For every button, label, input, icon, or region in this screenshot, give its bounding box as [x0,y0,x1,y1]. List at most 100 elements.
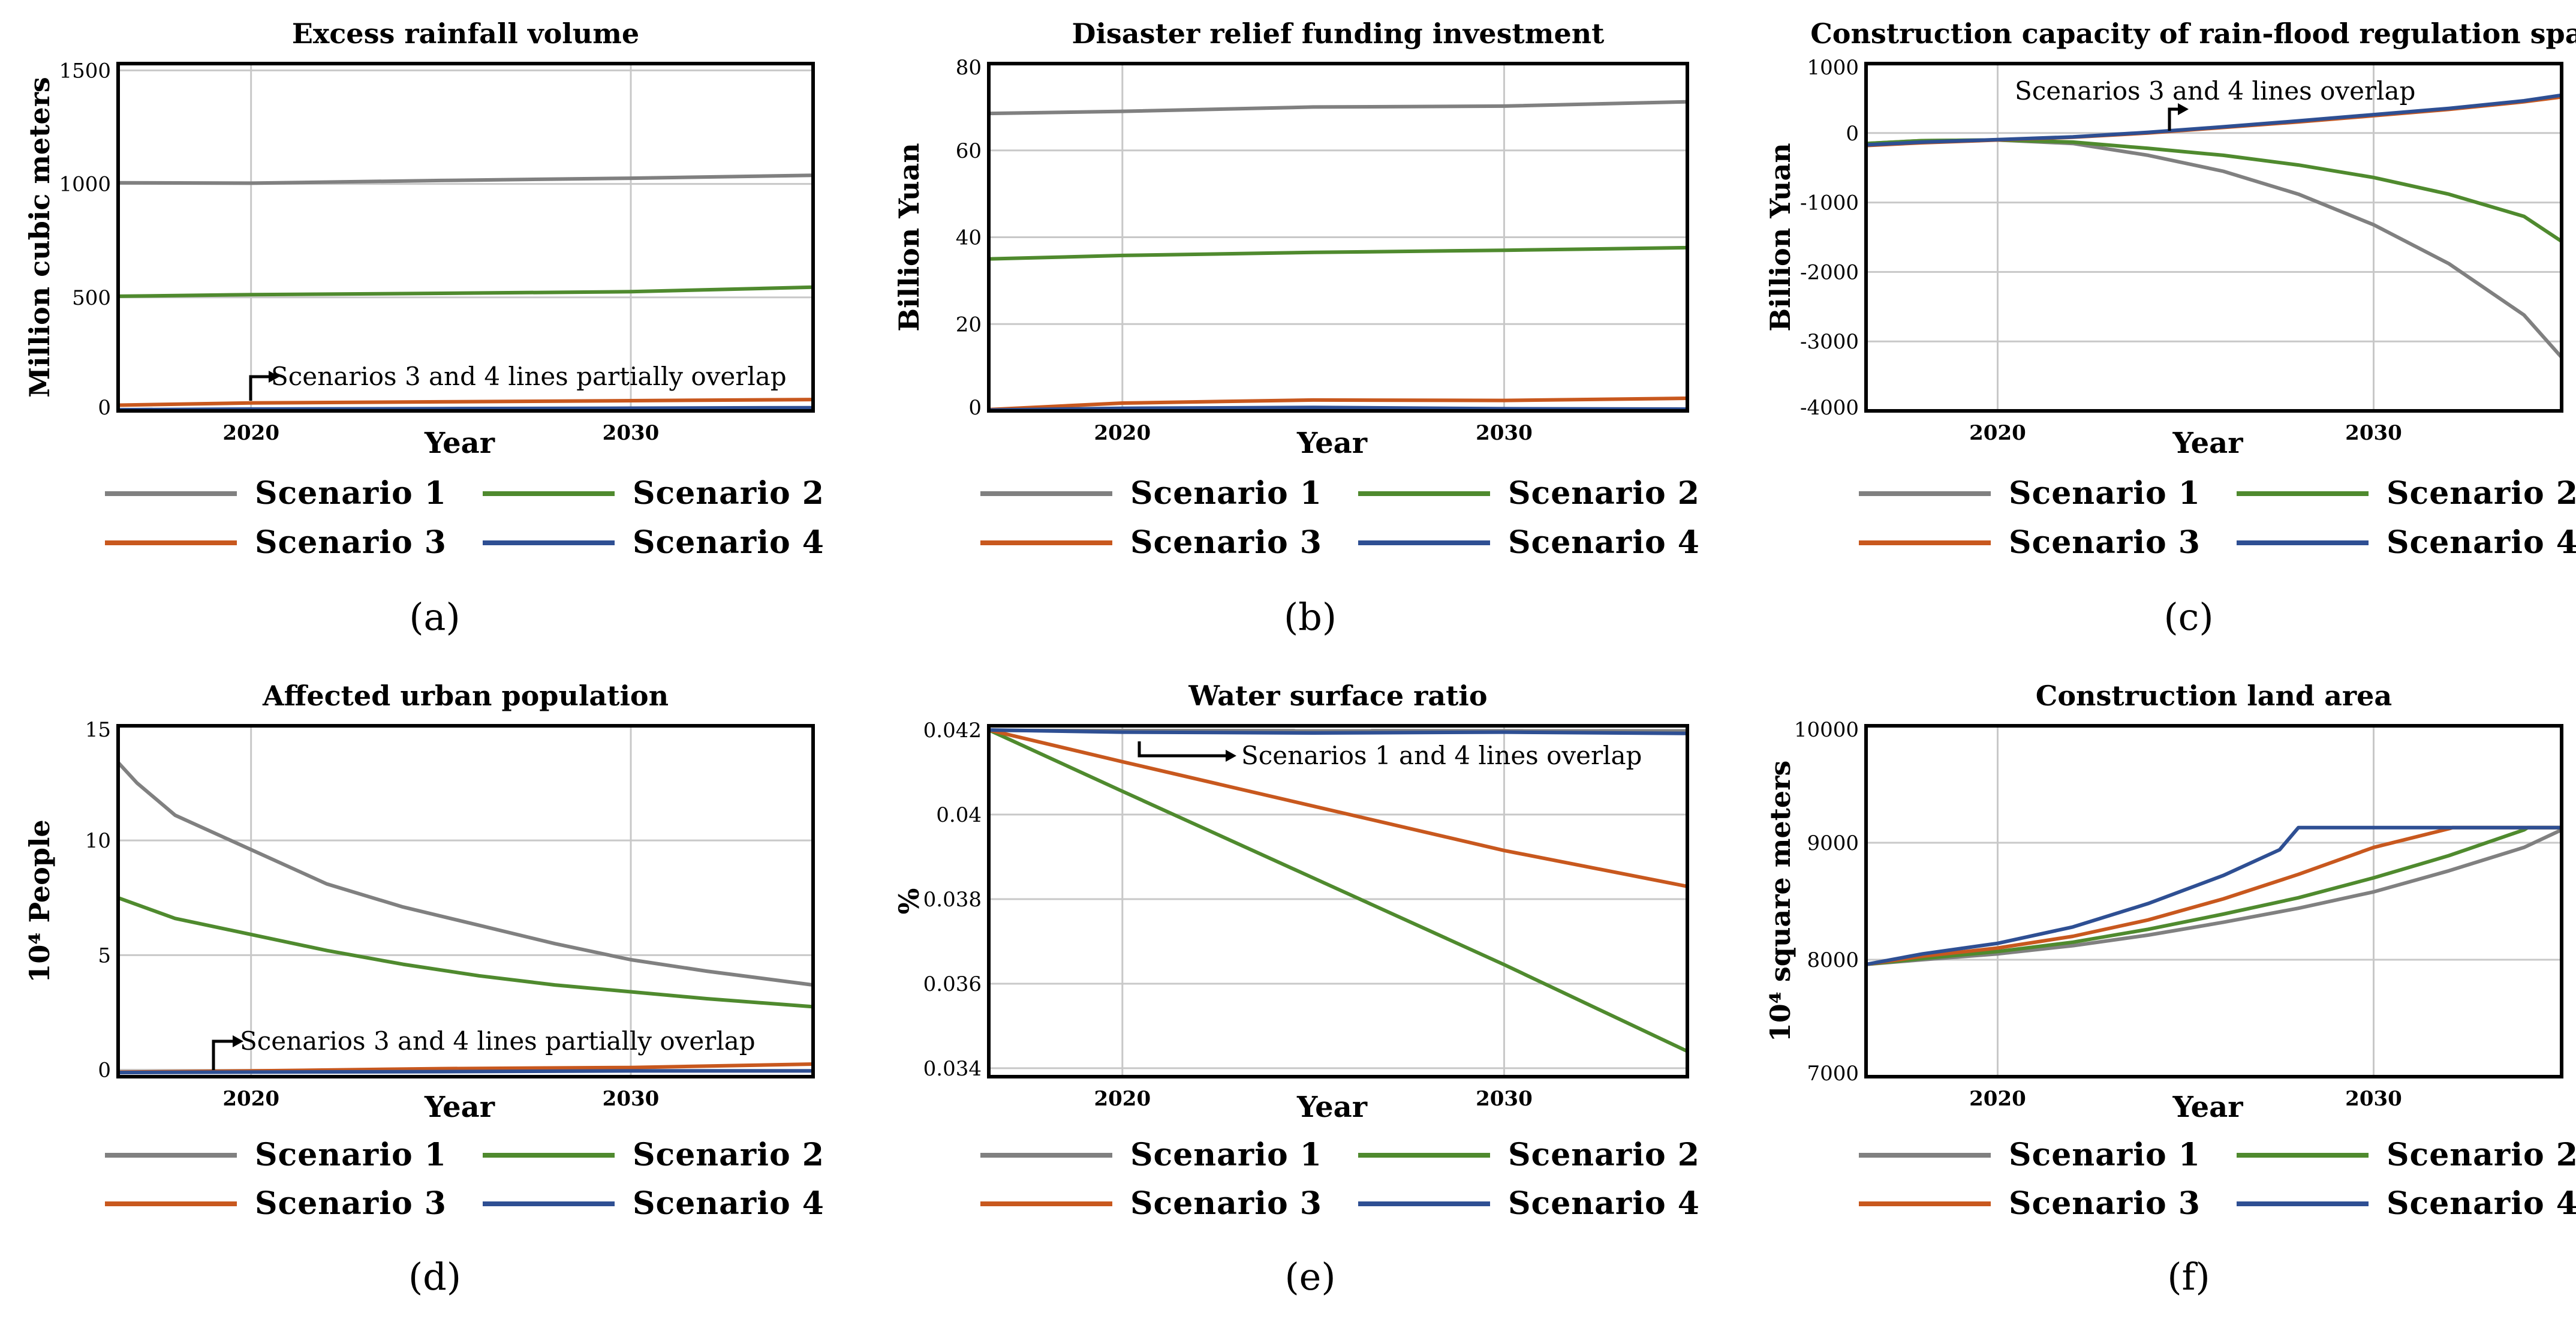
x-axis-label: Year [424,426,495,460]
y-tick-label: 10 [85,829,111,853]
annotation-arrow [2168,107,2178,131]
panel-e: Water surface ratio 2020 2030 0.034 0.036 0.0… [893,680,1700,1299]
x-tick-label: 2030 [603,1087,660,1111]
y-axis-label: 10⁴ square meters [1764,761,1796,1042]
x-axis-label: Year [1296,426,1368,460]
y-tick-label: -3000 [1800,330,1859,354]
annotation-arrow [1137,741,1226,758]
series-line-2 [117,896,814,1009]
y-tick-label: 1000 [59,173,111,197]
legend-label-4: Scenario 4 [1508,524,1700,561]
series-line-3 [988,396,1688,411]
x-tick-label: 2020 [1094,1087,1151,1111]
annotation-text: Scenarios 3 and 4 lines partially overla… [271,362,787,391]
series-line-4 [1865,93,2562,147]
legend-label-4: Scenario 4 [633,1185,824,1222]
y-tick-label: 0 [98,396,111,420]
x-tick-label: 2020 [222,421,279,445]
panel-label: (e) [1284,1255,1335,1299]
y-axis-label: 10⁴ People [23,819,56,983]
x-tick-label: 2020 [1969,421,2026,445]
series-line-1 [1865,138,2563,359]
legend-label-4: Scenario 4 [1508,1185,1700,1222]
chart-title: Construction capacity of rain-flood regu… [1810,17,2576,50]
legend: Scenario 1 Scenario 2 Scenario 3 Scenario 4 [105,475,824,561]
legend: Scenario 1 Scenario 2 Scenario 3 Scenario 4 [105,1137,824,1222]
series-line-1 [1865,828,2563,966]
series-line-4 [988,728,1688,735]
panel-label: (a) [409,595,460,639]
x-tick-label: 2030 [1476,421,1533,445]
x-tick-label: 2030 [2345,421,2402,445]
y-tick-label: 0 [98,1059,111,1083]
y-tick-label: 80 [956,56,982,80]
series-line-2 [1865,138,2563,243]
y-tick-label: -2000 [1800,260,1859,284]
legend-label-4: Scenario 4 [2387,524,2576,561]
y-tick-label: 500 [72,286,111,310]
y-tick-label: -1000 [1800,191,1859,215]
x-axis-label: Year [1296,1090,1368,1124]
legend: Scenario 1 Scenario 2 Scenario 3 Scenario 4 [980,1137,1700,1222]
plot-frame [116,62,815,413]
legend-label-2: Scenario 2 [2387,475,2576,512]
annotation-text: Scenarios 3 and 4 lines partially overla… [240,1026,756,1056]
series-line-1 [116,761,814,987]
legend-label-3: Scenario 3 [255,524,447,561]
series-line-2 [1865,825,2562,966]
series-line-2 [988,245,1688,261]
legend-label-3: Scenario 3 [2009,524,2201,561]
legend-label-4: Scenario 4 [2387,1185,2576,1222]
y-tick-label: 0.04 [936,803,982,827]
plot-frame [1864,724,2563,1078]
legend-label-1: Scenario 1 [2009,1137,2201,1173]
legend-label-3: Scenario 3 [1130,1185,1322,1222]
legend-label-1: Scenario 1 [2009,475,2201,512]
series-line-1 [988,100,1688,116]
panel-a: Excess rainfall volume 2020 2030 0 500 1000 15… [23,17,824,639]
y-tick-label: 0 [968,396,982,420]
y-tick-label: 0.038 [923,888,982,912]
annotation-arrowhead [1226,750,1236,762]
panel-label: (b) [1284,595,1337,639]
legend-label-1: Scenario 1 [255,1137,447,1173]
plot-frame [987,724,1689,1078]
x-axis-label: Year [2172,1090,2243,1124]
panel-d: Affected urban population 2020 2030 0 5 10 15 Y… [23,680,824,1299]
y-tick-label: 0 [1846,122,1859,146]
chart-title: Disaster relief funding investment [1072,17,1605,50]
y-axis-label: Million cubic meters [23,77,56,398]
y-tick-label: 1000 [1807,56,1859,80]
y-axis-label: Billion Yuan [893,143,925,331]
chart-title: Construction land area [2036,680,2392,712]
legend-label-1: Scenario 1 [1130,475,1322,512]
y-tick-label: 10000 [1794,718,1859,742]
y-tick-label: 0.034 [923,1057,982,1081]
panel-label: (c) [2163,595,2213,639]
x-tick-label: 2020 [222,1087,279,1111]
legend-label-1: Scenario 1 [1130,1137,1322,1173]
y-axis-label: Billion Yuan [1764,143,1796,331]
y-tick-label: 8000 [1807,948,1859,972]
legend: Scenario 1 Scenario 2 Scenario 3 Scenario 4 [980,475,1700,561]
series-line-1 [118,173,814,185]
series-line-3 [118,398,814,407]
plot-frame [116,724,815,1078]
legend-label-4: Scenario 4 [633,524,824,561]
y-tick-label: 0.042 [923,719,982,743]
x-axis-label: Year [424,1090,495,1124]
y-tick-label: 40 [956,226,982,250]
legend-label-3: Scenario 3 [255,1185,447,1222]
legend-label-2: Scenario 2 [2387,1137,2576,1173]
series-line-2 [118,285,814,298]
annotation-text: Scenarios 1 and 4 lines overlap [1241,741,1642,770]
series-line-3 [988,728,1688,888]
series-line-2 [988,728,1689,1053]
chart-title: Water surface ratio [1188,680,1487,712]
plot-frame [987,62,1689,413]
legend: Scenario 1 Scenario 2 Scenario 3 Scenario 4 [1859,1137,2576,1222]
panel-label: (d) [408,1255,461,1299]
x-tick-label: 2030 [1476,1087,1533,1111]
series-line-3 [1865,825,2562,966]
legend-label-2: Scenario 2 [633,475,824,512]
